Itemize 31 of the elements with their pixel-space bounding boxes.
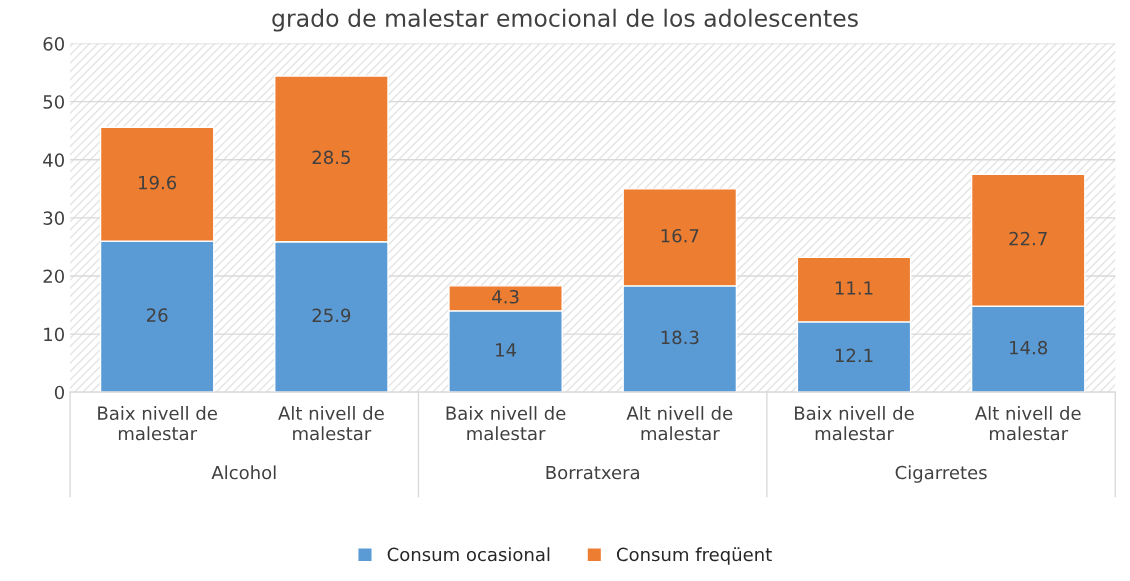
x-tick-label: Baix nivell de malestar bbox=[446, 406, 566, 441]
text: Borratxera bbox=[546, 465, 639, 480]
data-label: 28.5 bbox=[312, 150, 350, 165]
data-label: 16.7 bbox=[661, 228, 699, 243]
x-tick-label: Alt nivell de malestar bbox=[626, 406, 733, 441]
data-label: 19.6 bbox=[139, 175, 177, 190]
y-tick-label: 50 bbox=[43, 95, 64, 109]
data-label: 22.7 bbox=[1009, 231, 1047, 246]
y-tick-label: 0 bbox=[54, 385, 64, 400]
x-tick-label: Baix nivell de malestar bbox=[98, 406, 217, 441]
x-tick-label: Alt nivell de malestar bbox=[974, 406, 1081, 441]
data-label: 11.1 bbox=[835, 281, 873, 295]
data-label: 14.8 bbox=[1010, 340, 1048, 355]
chart-title: grado de malestar emocional de los adolescentes bbox=[272, 8, 858, 32]
y-tick-label: 10 bbox=[44, 327, 64, 342]
text: Alcohol bbox=[211, 465, 276, 480]
data-label: 4.3 bbox=[492, 289, 519, 304]
y-tick-label: 40 bbox=[43, 153, 64, 167]
data-label: 14 bbox=[496, 343, 517, 357]
y-tick-label: 60 bbox=[43, 37, 64, 51]
legend-label: Consum freqüent bbox=[616, 547, 772, 565]
legend-label: Consum ocasional bbox=[387, 547, 550, 562]
data-label: 25.9 bbox=[312, 308, 351, 323]
data-label: 18.3 bbox=[661, 330, 699, 345]
text: Cigarretes bbox=[895, 465, 987, 483]
y-tick-label: 30 bbox=[43, 211, 64, 225]
x-tick-label: Alt nivell de malestar bbox=[278, 406, 384, 441]
data-label: 26 bbox=[147, 308, 168, 322]
x-tick-label: Baix nivell de malestar bbox=[795, 406, 914, 441]
data-label: 12.1 bbox=[835, 348, 873, 363]
y-tick-label: 20 bbox=[43, 269, 64, 284]
